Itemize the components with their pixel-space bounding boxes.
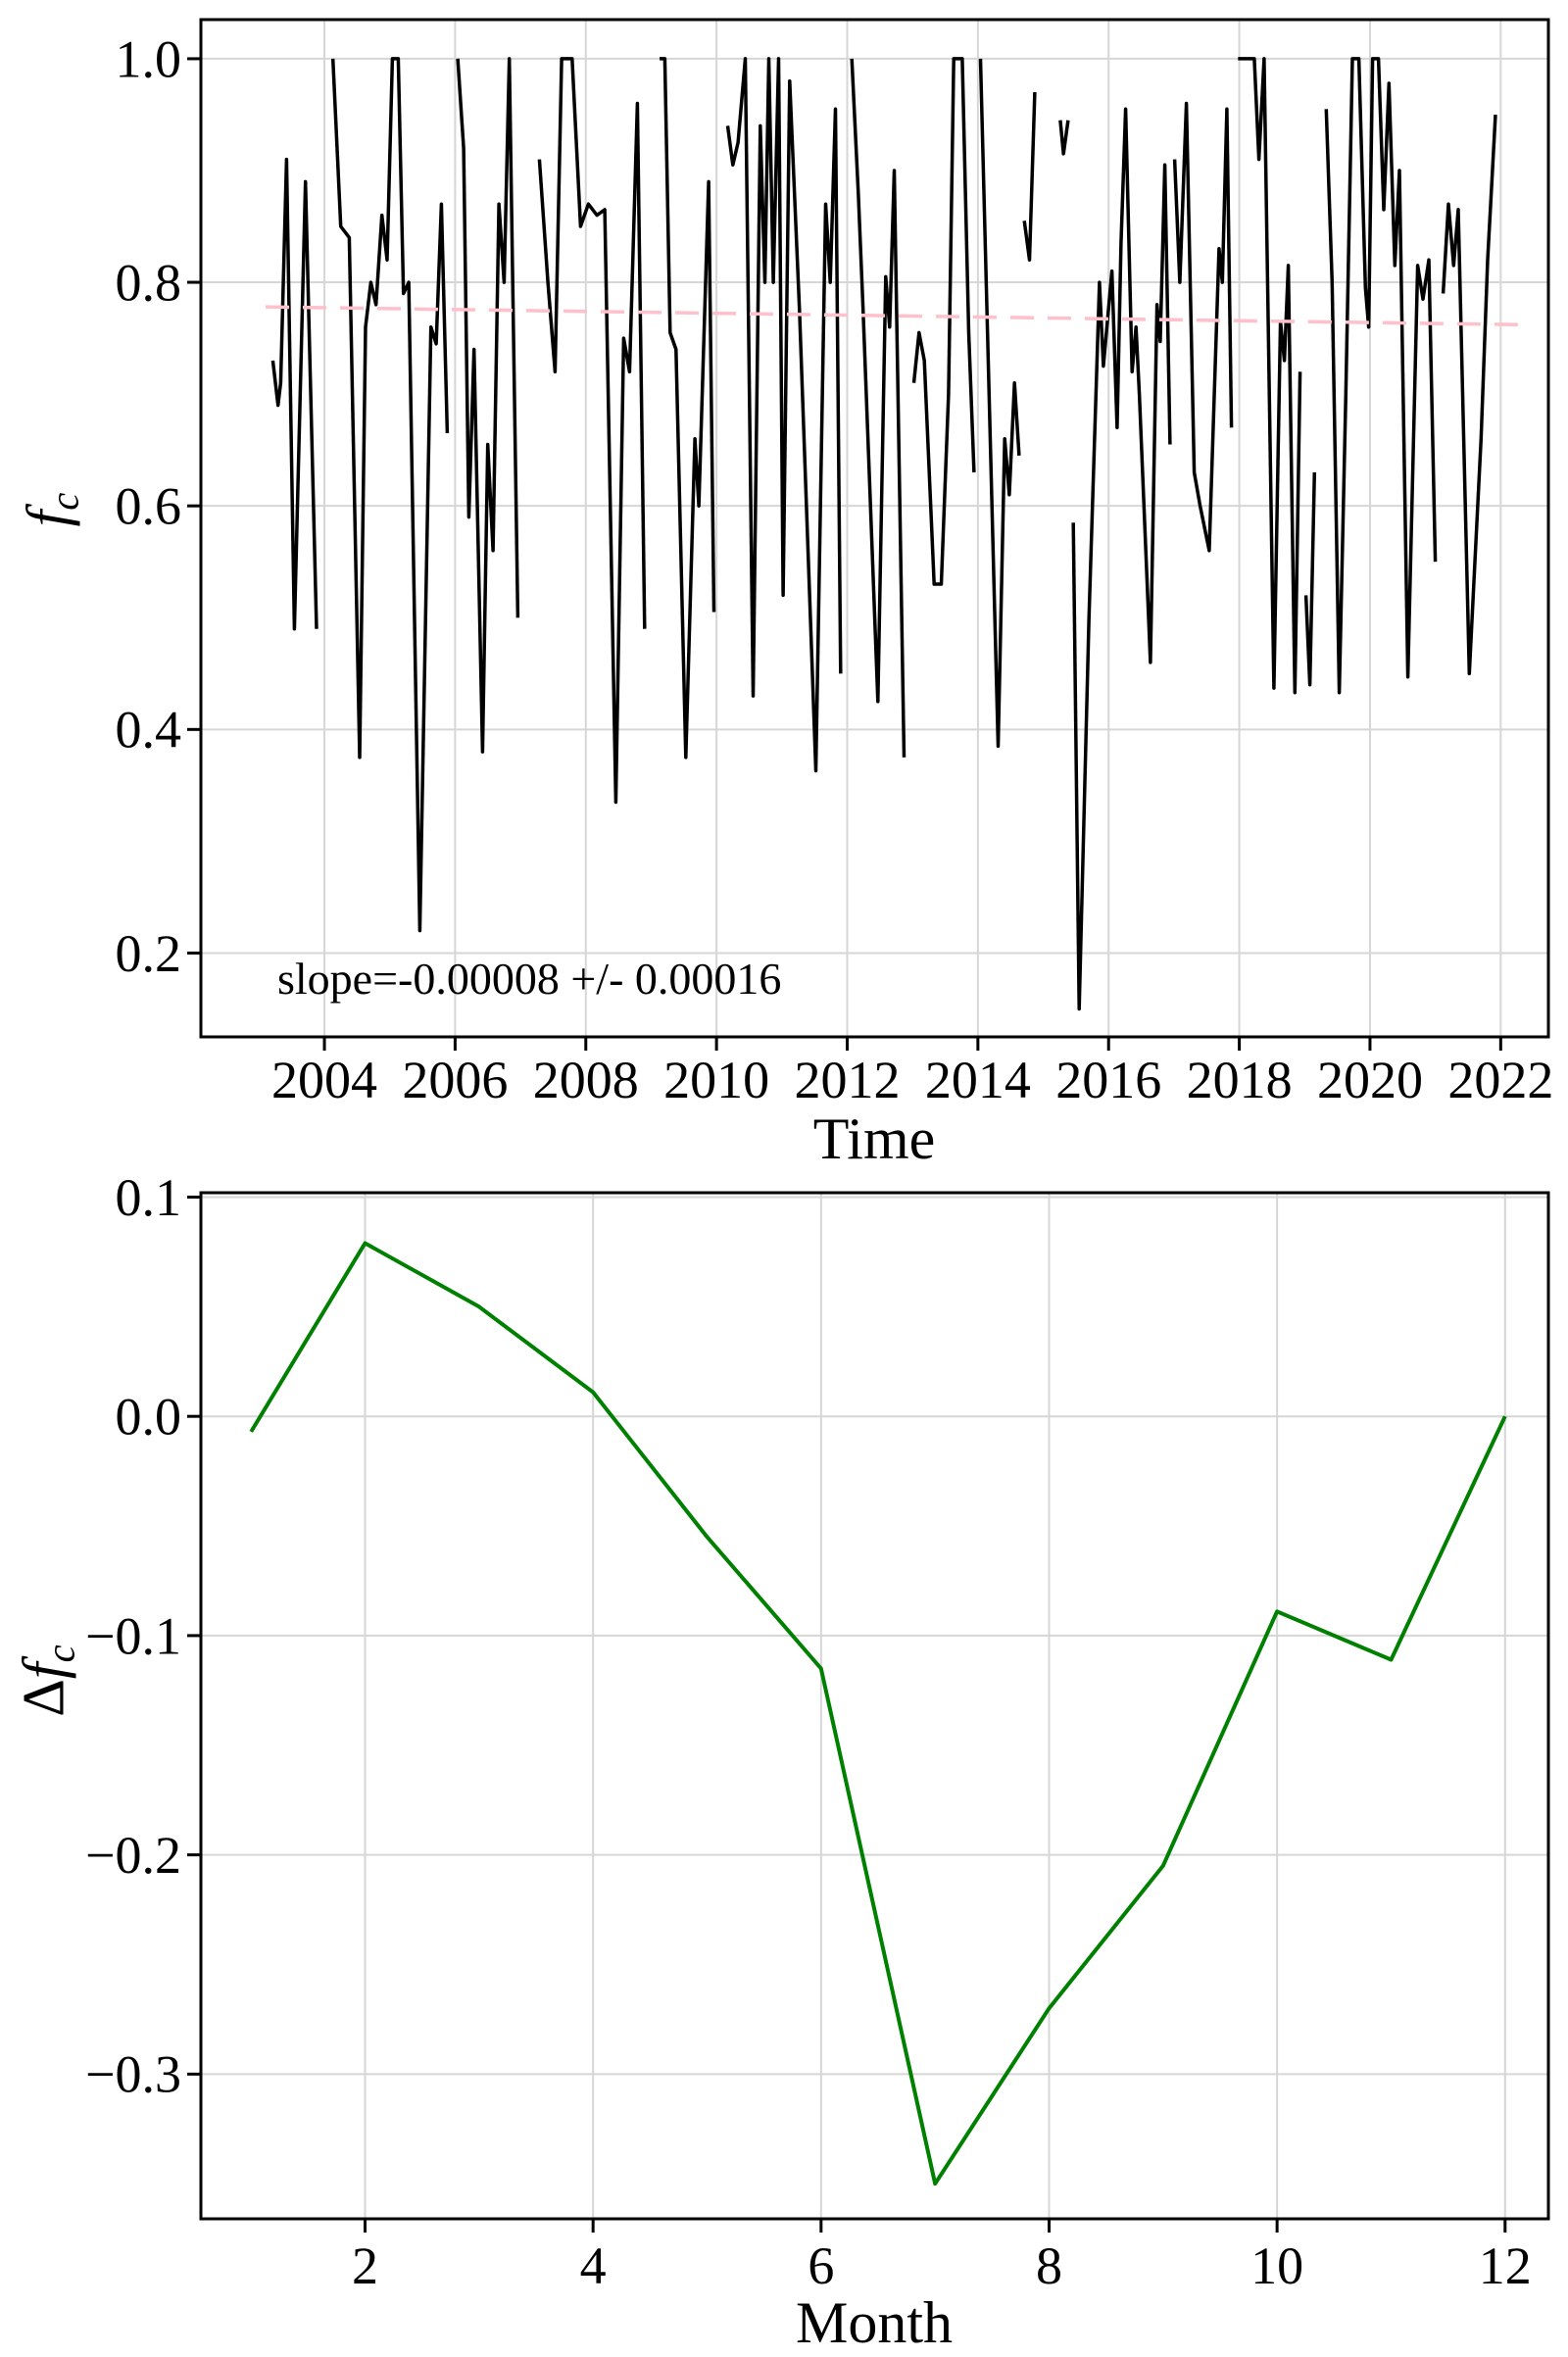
x-tick-label: 2022 xyxy=(1447,1051,1553,1109)
x-tick-label: 2 xyxy=(352,2236,378,2295)
x-tick-label: 2012 xyxy=(794,1051,900,1109)
series-data-line xyxy=(1172,101,1234,553)
series-data-line xyxy=(1022,92,1037,262)
series-data-line xyxy=(1238,57,1302,695)
series-data-line xyxy=(1071,107,1172,1011)
series-data-line xyxy=(978,58,1021,749)
series-data-line xyxy=(1058,120,1070,156)
y-tick-label: −0.1 xyxy=(85,1606,181,1665)
bottom-ylabel-sub-c: c xyxy=(38,1645,83,1663)
bottom-ylabel-f: f xyxy=(11,1662,76,1680)
series-data-line xyxy=(725,57,843,773)
y-tick-label: 1.0 xyxy=(116,29,182,88)
plot-box xyxy=(199,1191,1550,2221)
series-data-line xyxy=(1303,471,1317,687)
series-data-line xyxy=(330,57,450,933)
x-tick-label: 6 xyxy=(808,2236,834,2295)
top-ylabel-sub-c: c xyxy=(42,492,87,511)
y-tick-label: −0.2 xyxy=(85,1826,181,1885)
series-data-line xyxy=(1441,114,1497,676)
x-tick-label: 2014 xyxy=(925,1051,1031,1109)
y-tick-label: 0.0 xyxy=(116,1388,182,1447)
x-tick-label: 4 xyxy=(580,2236,607,2295)
bottom-ylabel-delta: Δ xyxy=(11,1679,76,1717)
top-ylabel-f: f xyxy=(15,510,80,527)
series-data-line xyxy=(660,57,716,760)
y-tick-label: −0.3 xyxy=(85,2045,181,2104)
top-chart-xlabel: Time xyxy=(812,1106,936,1171)
y-tick-label: 0.8 xyxy=(116,253,182,312)
x-tick-label: 2008 xyxy=(533,1051,639,1109)
x-tick-label: 2006 xyxy=(402,1051,508,1109)
y-tick-label: 0.4 xyxy=(116,701,182,760)
x-tick-label: 2016 xyxy=(1055,1051,1161,1109)
y-tick-label: 0.6 xyxy=(116,477,182,536)
series-data-line xyxy=(911,57,976,586)
x-tick-label: 10 xyxy=(1250,2236,1303,2295)
slope-annotation: slope=-0.00008 +/- 0.00016 xyxy=(277,954,782,1004)
series-data-line xyxy=(456,57,520,754)
series-data-line xyxy=(1324,57,1438,695)
y-tick-label: 0.2 xyxy=(116,924,182,983)
x-tick-label: 8 xyxy=(1036,2236,1062,2295)
series-data-line xyxy=(537,57,647,805)
plot-box xyxy=(199,18,1550,1039)
series-data-line xyxy=(270,157,318,631)
bottom-chart-xlabel: Month xyxy=(795,2290,954,2355)
y-tick-label: 0.1 xyxy=(116,1168,182,1227)
series-data-line xyxy=(249,1241,1507,2186)
x-tick-label: 2010 xyxy=(663,1051,769,1109)
series-data-line xyxy=(850,58,906,758)
series-trend-line xyxy=(265,305,1528,327)
x-tick-label: 2020 xyxy=(1317,1051,1423,1109)
x-tick-label: 2004 xyxy=(271,1051,377,1109)
x-tick-label: 12 xyxy=(1479,2236,1532,2295)
x-tick-label: 2018 xyxy=(1187,1051,1293,1109)
